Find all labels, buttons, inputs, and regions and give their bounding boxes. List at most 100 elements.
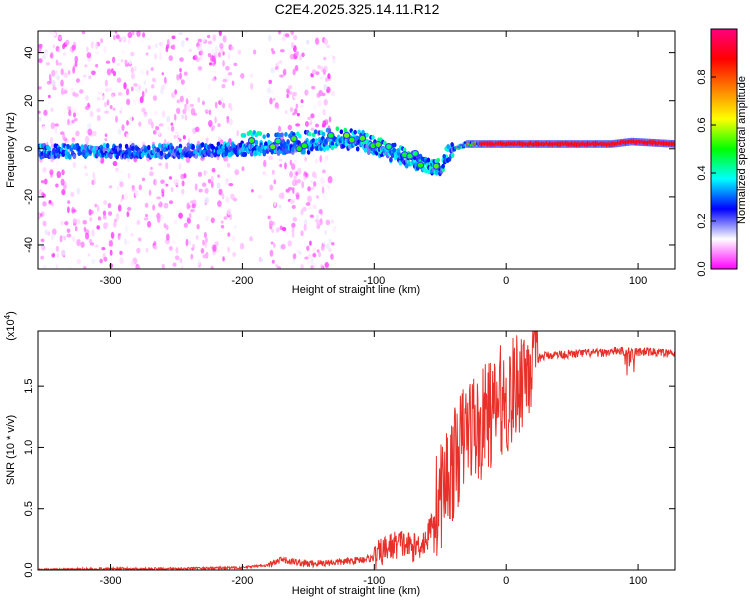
heat-cell-2558 xyxy=(358,134,367,142)
heat-cell-949 xyxy=(320,244,325,251)
spectrogram-y-ticklabel-1: -20 xyxy=(23,189,35,205)
heat-cell-882 xyxy=(305,172,309,178)
heat-cell-454 xyxy=(119,250,123,255)
heat-cell-2504 xyxy=(321,131,326,137)
heat-cell-863 xyxy=(201,182,207,188)
heat-cell-278 xyxy=(204,54,208,63)
heat-cell-1533 xyxy=(314,138,319,144)
heat-cell-891 xyxy=(93,177,97,185)
heat-cell-245 xyxy=(67,206,70,214)
heat-cell-752 xyxy=(101,247,106,251)
heat-cell-259 xyxy=(87,123,92,129)
heat-cell-562 xyxy=(87,253,91,257)
snr-y-scale-exp: 4 xyxy=(3,314,12,319)
heat-cell-716 xyxy=(220,224,225,229)
heat-cell-1554 xyxy=(325,145,330,151)
heat-cell-755 xyxy=(182,108,187,115)
heat-cell-32 xyxy=(165,162,169,170)
heat-cell-352 xyxy=(52,86,57,91)
heat-cell-44 xyxy=(184,114,188,121)
heat-cell-590 xyxy=(183,71,188,76)
heat-cell-1290 xyxy=(186,145,191,152)
heat-cell-683 xyxy=(306,39,310,45)
heat-cell-178 xyxy=(61,169,65,176)
heat-cell-958 xyxy=(280,49,285,53)
heat-cell-627 xyxy=(330,219,334,224)
heat-cell-697 xyxy=(277,125,282,132)
heat-cell-37 xyxy=(214,116,217,124)
heat-cell-830 xyxy=(130,66,135,74)
heat-cell-472 xyxy=(325,156,329,161)
heat-cell-909 xyxy=(178,134,183,140)
heat-cell-107 xyxy=(323,56,327,61)
heat-cell-1143 xyxy=(109,153,113,159)
heat-cell-629 xyxy=(131,86,134,92)
heat-cell-380 xyxy=(95,63,99,68)
snr-x-ticklabel-0: -300 xyxy=(100,575,122,587)
heat-cell-976 xyxy=(213,58,217,65)
heat-cell-134 xyxy=(210,175,214,182)
heat-cell-53 xyxy=(81,31,86,35)
heat-cell-750 xyxy=(48,73,52,81)
heat-cell-849 xyxy=(327,73,331,80)
heat-cell-609 xyxy=(236,129,239,137)
heat-cell-123 xyxy=(286,93,289,99)
heat-cell-776 xyxy=(153,110,159,116)
heat-cell-796 xyxy=(285,110,288,115)
heat-cell-256 xyxy=(229,106,233,111)
heat-cell-471 xyxy=(190,253,194,260)
heat-cell-581 xyxy=(294,108,298,115)
heat-cell-612 xyxy=(40,180,46,184)
heat-cell-948 xyxy=(330,253,334,260)
heat-cell-530 xyxy=(292,253,297,260)
heat-cell-990 xyxy=(290,31,295,36)
spectrogram-x-ticks: -300 -200 -100 0 100 xyxy=(100,31,647,287)
heat-cell-2564 xyxy=(411,149,419,158)
heat-cell-769 xyxy=(57,35,63,40)
heat-cell-2550 xyxy=(268,143,277,151)
heat-cell-701 xyxy=(116,62,120,67)
heat-cell-960 xyxy=(39,213,43,218)
heat-cell-580 xyxy=(115,34,120,40)
heat-cell-2245 xyxy=(600,142,603,146)
heat-cell-784 xyxy=(305,83,310,87)
heat-cell-553 xyxy=(124,59,128,65)
heat-cell-315 xyxy=(180,79,185,85)
heat-cell-204 xyxy=(158,162,163,166)
heat-cell-2520 xyxy=(371,135,375,140)
heat-cell-339 xyxy=(317,100,323,107)
heat-cell-868 xyxy=(270,241,274,245)
heat-cell-260 xyxy=(168,200,174,205)
heat-cell-1419 xyxy=(254,139,259,145)
heat-cell-720 xyxy=(280,243,286,250)
heat-cell-314 xyxy=(298,54,303,61)
heat-cell-427 xyxy=(154,126,160,131)
heat-cell-74 xyxy=(152,95,158,102)
heat-cell-104 xyxy=(287,240,293,247)
heat-cell-60 xyxy=(76,218,81,225)
spectrogram-x-ticklabel-3: 0 xyxy=(503,275,509,287)
heat-cell-689 xyxy=(138,184,143,191)
heat-cell-343 xyxy=(319,155,322,163)
heat-cell-919 xyxy=(56,171,62,179)
heat-cell-277 xyxy=(181,180,185,187)
heat-cell-917 xyxy=(311,69,317,75)
heat-cell-995 xyxy=(323,65,328,70)
heat-cell-436 xyxy=(266,87,272,94)
heat-cell-2470 xyxy=(671,142,674,146)
heat-cell-34 xyxy=(155,43,158,49)
heat-cell-417 xyxy=(121,199,127,206)
heat-cell-825 xyxy=(185,37,189,41)
heat-cell-563 xyxy=(109,105,113,110)
heat-cell-1137 xyxy=(105,142,110,149)
heat-cell-1880 xyxy=(485,142,487,146)
heat-cell-996 xyxy=(49,169,54,176)
heat-cell-64 xyxy=(103,46,107,54)
heat-cell-800 xyxy=(70,192,75,197)
heat-cell-213 xyxy=(211,167,216,173)
heat-cell-75 xyxy=(311,85,316,90)
heat-cell-986 xyxy=(207,45,213,50)
heat-cell-941 xyxy=(183,222,188,228)
heat-cell-757 xyxy=(126,133,129,139)
heat-cell-542 xyxy=(267,215,271,220)
